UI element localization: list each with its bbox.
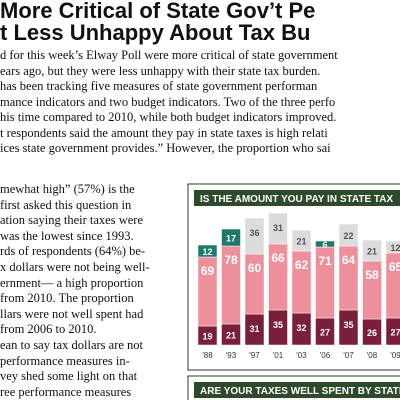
column-line: ernment— a high proportion	[0, 275, 144, 290]
column-line: performance measures in-	[0, 353, 130, 368]
chart-header	[194, 190, 400, 206]
intro-line: d for this week’s Elway Poll were more c…	[0, 48, 338, 62]
x-tick-label: '88	[202, 351, 213, 360]
chart2-title: ARE YOUR TAXES WELL SPENT BY STATE	[200, 386, 400, 397]
x-tick-label: '03	[296, 351, 307, 360]
column-line: ean to say tax dollars are not	[0, 337, 144, 352]
intro-line: his time compared to 2010, while both bu…	[0, 110, 337, 124]
column-line: vey shed some light on that	[0, 369, 138, 384]
x-tick-label: '07	[343, 351, 354, 360]
chart-title: IS THE AMOUNT YOU PAY IN STATE TAX	[200, 194, 393, 205]
value-label: 69	[201, 264, 215, 278]
x-tick-label: '06	[320, 351, 331, 360]
column-line: llars were not well spent had	[0, 306, 144, 321]
value-label: 71	[318, 254, 332, 268]
value-label: 22	[343, 231, 353, 241]
value-label: 12	[202, 247, 212, 257]
bar-segment	[385, 240, 400, 254]
value-label: 35	[273, 320, 283, 330]
value-label: 21	[367, 247, 377, 257]
bar-segment	[197, 244, 218, 258]
bar-segment	[338, 223, 359, 247]
value-label: 19	[202, 332, 212, 342]
value-label: 27	[320, 328, 330, 338]
headline: More Critical of State Gov’t Pe t Less U…	[0, 0, 400, 44]
bar-segment	[268, 212, 288, 245]
value-label: 62	[295, 258, 309, 272]
column-line: was the lowest since 1993.	[0, 228, 134, 243]
value-label: 12	[390, 243, 400, 253]
value-label: 36	[249, 228, 259, 238]
column-line: x dollars were not being well-	[0, 259, 150, 274]
value-label: 27	[390, 328, 400, 338]
x-tick-label: '93	[226, 351, 237, 360]
bar-segment	[362, 239, 382, 262]
bar-segment	[291, 229, 312, 252]
value-label: 65	[389, 260, 400, 274]
intro-text: d for this week’s Elway Poll were more c…	[0, 48, 400, 157]
bar-segment	[244, 217, 265, 255]
x-tick-label: '09	[390, 351, 400, 360]
value-label: 17	[226, 234, 236, 244]
column-line: ree performance measures	[0, 384, 132, 399]
value-label: 32	[296, 323, 306, 333]
chart2-header	[194, 382, 400, 398]
intro-line: has been tracking five measures of state…	[0, 79, 318, 93]
value-label: 66	[271, 251, 285, 265]
intro-line: t respondents said the amount they pay i…	[0, 125, 328, 140]
column-line: from 2010. The proportion	[0, 291, 134, 306]
value-label: 60	[248, 261, 262, 275]
x-tick-label: '97	[249, 351, 260, 360]
column-line: rds of respondents (64%) be-	[0, 244, 146, 259]
value-label: 31	[273, 223, 283, 233]
bar-segment	[221, 228, 241, 247]
column-line: mewhat high” (57%) is the	[0, 182, 135, 196]
value-label: 21	[226, 331, 236, 341]
value-label: 58	[365, 268, 379, 282]
x-tick-label: '08	[367, 351, 378, 360]
intro-line: mance indicators and two budget indicato…	[0, 94, 336, 109]
value-label: 78	[224, 253, 238, 267]
intro-line: ears ago, but they were less unhappy wit…	[0, 63, 321, 78]
bar-segment	[315, 240, 335, 248]
headline-line: t Less Unhappy About Tax Bu	[0, 20, 311, 45]
value-label: 35	[343, 320, 353, 330]
intro-line: ices state government provides.” However…	[0, 141, 331, 155]
column-line: ation saying their taxes were	[0, 213, 144, 228]
column-line: first asked this question in	[0, 197, 132, 212]
value-label: 26	[367, 328, 377, 338]
value-label: 64	[342, 253, 356, 267]
headline-line: More Critical of State Gov’t Pe	[0, 0, 316, 23]
column-text: mewhat high” (57%) is the first asked thi…	[0, 182, 186, 400]
column-line: from 2006 to 2010.	[0, 322, 97, 337]
value-label: 21	[296, 237, 306, 247]
value-label: 31	[249, 324, 259, 334]
x-tick-label: '01	[273, 351, 284, 360]
value-label: 6	[322, 240, 327, 250]
